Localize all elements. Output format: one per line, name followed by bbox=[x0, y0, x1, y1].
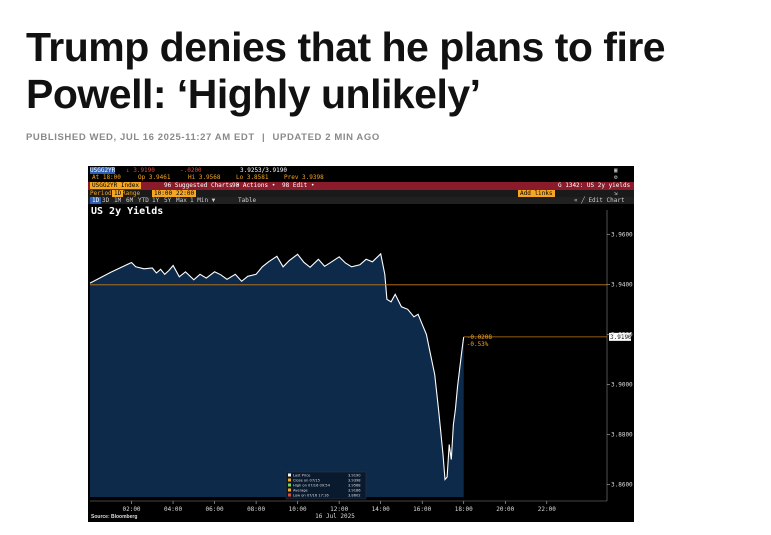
legend-label: Last Price bbox=[293, 474, 311, 478]
range-end[interactable]: 22:00 bbox=[174, 190, 197, 197]
published-time: PUBLISHED WED, JUL 16 2025-11:27 AM EDT bbox=[26, 132, 255, 143]
prev-price: Prev 3.9398 bbox=[284, 174, 324, 181]
period-1y[interactable]: 1Y bbox=[152, 197, 160, 204]
legend-swatch bbox=[288, 473, 291, 477]
menu-suggested-charts[interactable]: 96 Suggested Charts • bbox=[164, 182, 240, 189]
period-1m[interactable]: 1M bbox=[114, 197, 122, 204]
expand-icon[interactable]: ⇲ bbox=[614, 190, 618, 197]
command-bar: USGG2YR Index 96 Suggested Charts • 98 A… bbox=[88, 182, 634, 190]
last-price-tag-label: 3.9190 bbox=[610, 334, 632, 341]
quote-time: At 18:00 bbox=[92, 174, 121, 181]
y-tick-label: 3.8600 bbox=[611, 481, 633, 488]
legend-value: 3.9568 bbox=[348, 484, 361, 488]
period-3d[interactable]: 3D bbox=[102, 197, 110, 204]
legend-value: 3.8602 bbox=[348, 494, 361, 498]
open-price: Op 3.9461 bbox=[138, 174, 171, 181]
article-headline: Trump denies that he plans to fire Powel… bbox=[26, 24, 666, 117]
range-label: Range bbox=[122, 190, 141, 197]
quote-detail-bar: At 18:00 Op 3.9461 Hi 3.9568 Lo 3.8581 P… bbox=[88, 174, 634, 182]
updated-time: UPDATED 2 MIN AGO bbox=[272, 132, 380, 143]
edit-chart-button[interactable]: « ╱ Edit Chart bbox=[574, 197, 625, 204]
ticker: USGG2YR bbox=[90, 167, 116, 174]
change-pct-label: -0.53% bbox=[467, 341, 489, 348]
legend-label: Low on 07/16 17:16 bbox=[293, 494, 329, 498]
legend-swatch bbox=[288, 483, 291, 487]
high-price: Hi 3.9568 bbox=[188, 174, 221, 181]
chart-source: Source: Bloomberg bbox=[91, 514, 138, 520]
x-tick-label: 10:00 bbox=[289, 506, 307, 513]
low-price: Lo 3.8581 bbox=[236, 174, 269, 181]
price-change: -.0200 bbox=[180, 167, 202, 174]
legend-value: 3.9190 bbox=[348, 474, 361, 478]
legend-label: High on 07/16 09:54 bbox=[293, 484, 331, 488]
menu-edit[interactable]: 98 Edit • bbox=[282, 182, 315, 189]
byline-separator: | bbox=[262, 132, 266, 143]
chart-title: US 2y Yields bbox=[91, 206, 164, 217]
legend-value: 3.9186 bbox=[348, 489, 361, 493]
add-links-button[interactable]: Add links bbox=[518, 190, 555, 197]
period-6m[interactable]: 6M bbox=[126, 197, 134, 204]
legend-label: Average bbox=[293, 489, 309, 493]
period-5y[interactable]: 5Y bbox=[164, 197, 172, 204]
bid-ask: 3.9253/3.9190 bbox=[240, 167, 287, 174]
y-tick-label: 3.9200 bbox=[611, 331, 633, 338]
change-label: -0.0208 bbox=[467, 334, 493, 341]
quote-bar: USGG2YR ↓ 3.9190 -.0200 3.9253/3.9190 ▣ bbox=[88, 167, 634, 175]
x-tick-label: 02:00 bbox=[122, 506, 140, 513]
x-tick-label: 18:00 bbox=[455, 506, 473, 513]
index-label[interactable]: USGG2YR Index bbox=[90, 182, 141, 189]
y-tick-label: 3.9600 bbox=[611, 231, 633, 238]
x-tick-label: 04:00 bbox=[164, 506, 182, 513]
legend-value: 3.9398 bbox=[348, 479, 361, 483]
legend-box bbox=[285, 471, 367, 500]
series-line-last-price bbox=[89, 252, 465, 481]
x-tick-label: 06:00 bbox=[206, 506, 224, 513]
x-tick-label: 08:00 bbox=[247, 506, 265, 513]
series-area-fill bbox=[90, 253, 464, 497]
legend-swatch bbox=[288, 478, 291, 482]
interval-select[interactable]: 1 Min ▼ bbox=[190, 197, 216, 204]
period-buttons: 1D 3D 1M 6M YTD 1Y 5Y Max 1 Min ▼ Table … bbox=[88, 197, 634, 204]
y-tick-label: 3.9000 bbox=[611, 381, 633, 388]
x-tick-label: 16:00 bbox=[413, 506, 431, 513]
window-icon[interactable]: ▣ bbox=[614, 167, 618, 174]
x-tick-label: 22:00 bbox=[538, 506, 556, 513]
legend-label: Close on 07/15 bbox=[293, 479, 320, 483]
period-max[interactable]: Max bbox=[176, 197, 187, 204]
y-tick-label: 3.8800 bbox=[611, 431, 633, 438]
x-tick-label: 20:00 bbox=[496, 506, 514, 513]
x-tick-label: 14:00 bbox=[372, 506, 390, 513]
x-tick-label: 12:00 bbox=[330, 506, 348, 513]
range-start[interactable]: 10:00 bbox=[152, 190, 175, 197]
y-tick-label: 3.9400 bbox=[611, 281, 633, 288]
x-axis-label: 16 Jul 2025 bbox=[315, 513, 355, 520]
period-select[interactable]: 1D bbox=[112, 190, 124, 197]
range-bar: Period 1D Range 10:00 22:00 Add links ⇲ bbox=[88, 190, 634, 197]
last-price: ↓ 3.9190 bbox=[126, 167, 155, 174]
period-label: Period bbox=[90, 190, 112, 197]
menu-actions[interactable]: 98 Actions • bbox=[232, 182, 276, 189]
chart-reference[interactable]: G 1342: US 2y yields bbox=[558, 182, 631, 189]
period-ytd[interactable]: YTD bbox=[138, 197, 149, 204]
last-price-tag bbox=[609, 332, 631, 341]
table-button[interactable]: Table bbox=[238, 197, 257, 204]
period-1d[interactable]: 1D bbox=[90, 197, 102, 204]
legend-swatch bbox=[288, 493, 291, 497]
gear-icon[interactable]: ⚙ bbox=[614, 174, 618, 181]
yield-chart: -0.0208-0.53%3.91903.96003.94003.92003.9… bbox=[89, 210, 633, 520]
article-byline: PUBLISHED WED, JUL 16 2025-11:27 AM EDT … bbox=[26, 132, 384, 143]
bloomberg-chart-figure: USGG2YR ↓ 3.9190 -.0200 3.9253/3.9190 ▣ … bbox=[88, 166, 634, 522]
legend-swatch bbox=[288, 488, 291, 492]
